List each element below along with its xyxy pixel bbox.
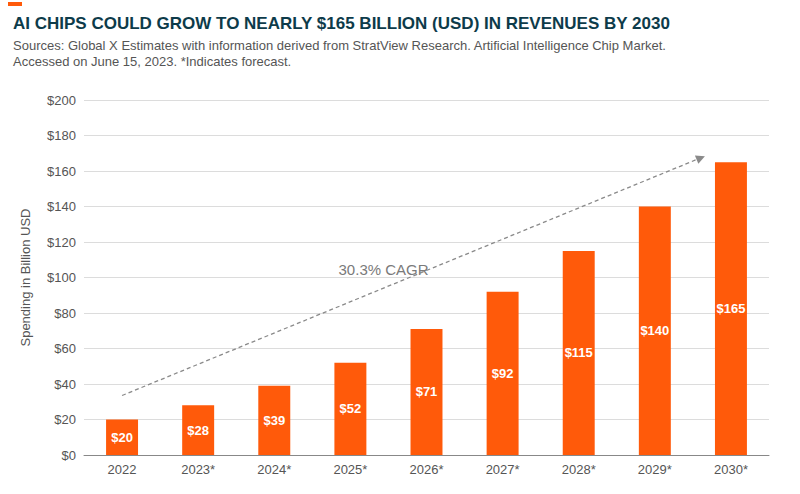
- svg-text:$20: $20: [111, 430, 133, 445]
- svg-text:$40: $40: [54, 377, 76, 392]
- svg-text:$0: $0: [62, 448, 76, 463]
- svg-text:$140: $140: [47, 199, 76, 214]
- svg-text:2025*: 2025*: [333, 462, 367, 477]
- svg-text:$140: $140: [640, 323, 669, 338]
- svg-text:2027*: 2027*: [486, 462, 520, 477]
- svg-text:30.3% CAGR: 30.3% CAGR: [339, 261, 429, 278]
- svg-text:$160: $160: [47, 164, 76, 179]
- svg-text:2029*: 2029*: [638, 462, 672, 477]
- svg-text:$20: $20: [54, 412, 76, 427]
- svg-text:2028*: 2028*: [562, 462, 596, 477]
- svg-text:2026*: 2026*: [410, 462, 444, 477]
- svg-text:$115: $115: [565, 345, 593, 360]
- svg-text:$180: $180: [47, 128, 76, 143]
- svg-text:$39: $39: [263, 413, 285, 428]
- svg-text:2022: 2022: [108, 462, 137, 477]
- svg-text:$71: $71: [416, 384, 438, 399]
- svg-text:$80: $80: [54, 306, 76, 321]
- svg-text:AI CHIPS COULD GROW TO NEARLY: AI CHIPS COULD GROW TO NEARLY $165 BILLI…: [13, 14, 670, 33]
- svg-text:Accessed on June 15, 2023. *In: Accessed on June 15, 2023. *Indicates fo…: [13, 54, 291, 69]
- svg-text:$60: $60: [54, 341, 76, 356]
- svg-text:2023*: 2023*: [181, 462, 215, 477]
- svg-text:2030*: 2030*: [714, 462, 748, 477]
- svg-text:$165: $165: [716, 301, 745, 316]
- svg-text:$200: $200: [47, 93, 76, 108]
- svg-text:$92: $92: [492, 366, 514, 381]
- svg-text:2024*: 2024*: [257, 462, 291, 477]
- svg-text:$120: $120: [47, 235, 76, 250]
- svg-text:Sources: Global X Estimates wi: Sources: Global X Estimates with informa…: [13, 38, 666, 53]
- svg-text:$52: $52: [340, 401, 362, 416]
- svg-text:$100: $100: [47, 270, 76, 285]
- svg-text:Spending in Billion USD: Spending in Billion USD: [18, 208, 33, 346]
- svg-text:$28: $28: [187, 423, 209, 438]
